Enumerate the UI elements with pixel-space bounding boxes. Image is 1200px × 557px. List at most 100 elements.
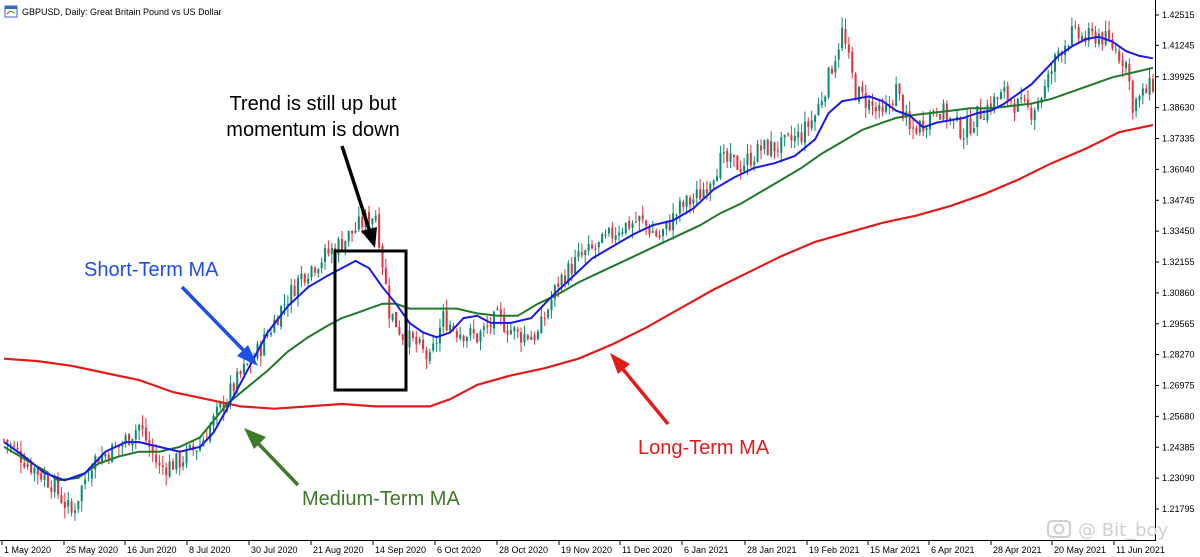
candle-body (1043, 85, 1046, 99)
candle (401, 333, 404, 346)
x-tick-label: 11 Dec 2020 (622, 545, 672, 555)
candle-body (895, 84, 898, 107)
candle-body (675, 214, 678, 216)
candle-body (830, 68, 833, 74)
candle-body (574, 257, 577, 273)
time-axis: 1 May 2020 25 May 2020 16 Jun 2020 8 Jul 20… (1, 541, 1165, 555)
candle-body (584, 250, 587, 256)
candle-body (520, 332, 523, 343)
candle-body (1067, 45, 1070, 47)
candle (638, 215, 641, 231)
candle (783, 134, 786, 147)
y-tick-label: 1.33450 (1162, 226, 1195, 236)
candle-body (442, 311, 445, 327)
candle-body (472, 329, 475, 334)
watermark: @ Bit_boy (1047, 520, 1169, 541)
candle (716, 168, 719, 182)
candle-body (144, 427, 147, 441)
candle (1101, 31, 1104, 51)
candle (107, 452, 110, 465)
candle-body (303, 274, 306, 283)
candle-body (803, 121, 806, 144)
candle (354, 222, 357, 234)
candle-body (327, 248, 330, 254)
candle-body (493, 311, 496, 329)
candle-body (165, 467, 168, 476)
short-term-ma-label: Short-Term MA (84, 259, 219, 281)
candle (607, 226, 610, 237)
candle (300, 265, 303, 288)
candle-body (570, 263, 573, 274)
candle-body (601, 233, 604, 244)
candle (239, 370, 242, 379)
candle-body (351, 230, 354, 234)
candle (661, 228, 664, 243)
candle (868, 95, 871, 114)
candle (455, 328, 458, 343)
candle (476, 332, 479, 344)
candle (699, 178, 702, 200)
candle-body (618, 232, 621, 236)
candle-body (219, 402, 222, 408)
candle-body (705, 189, 708, 194)
candle (773, 142, 776, 159)
candle-body (84, 479, 87, 485)
candle-body (1020, 97, 1023, 100)
candle (357, 206, 360, 232)
candle-body (384, 267, 387, 284)
candle-body (743, 165, 746, 171)
candle-body (482, 326, 485, 330)
candle-body (1148, 78, 1151, 95)
candle-body (422, 339, 425, 350)
candle-body (820, 101, 823, 106)
candle (60, 487, 63, 505)
x-tick-label: 28 Apr 2021 (993, 545, 1042, 555)
candle (128, 433, 131, 446)
candle-body (401, 334, 404, 340)
candle-body (398, 326, 401, 335)
candle (1030, 103, 1033, 126)
candle-body (263, 334, 266, 356)
candle (482, 322, 485, 337)
candle (195, 450, 198, 461)
camera-icon (1047, 520, 1071, 538)
candle (84, 473, 87, 490)
candle-body (695, 189, 698, 198)
candle (543, 311, 546, 326)
candle (560, 272, 563, 294)
candle (624, 222, 627, 236)
candle-body (891, 103, 894, 105)
candle (124, 432, 127, 448)
candle-body (901, 94, 904, 119)
candle-body (685, 195, 688, 207)
candle (827, 66, 830, 100)
candle-body (6, 439, 9, 445)
x-tick-label: 6 Oct 2020 (437, 545, 481, 555)
candle-body (313, 267, 316, 273)
candle (6, 439, 9, 454)
candle-body (23, 462, 26, 468)
candle (743, 157, 746, 174)
candle-body (560, 274, 563, 286)
x-tick-label: 8 Jul 2020 (189, 545, 231, 555)
candle-body (550, 299, 553, 311)
candle (891, 99, 894, 112)
x-tick-label: 1 May 2020 (4, 545, 51, 555)
candle (263, 328, 266, 357)
candle (955, 110, 959, 123)
y-tick-label: 1.39925 (1162, 72, 1195, 82)
candle (810, 110, 813, 131)
candle-body (435, 342, 438, 344)
candle (908, 101, 911, 135)
candle-body (1047, 73, 1050, 88)
candle-body (726, 150, 729, 162)
candle (820, 91, 823, 109)
candle-body (530, 336, 533, 340)
candle-body (371, 218, 374, 225)
candle-body (1050, 71, 1053, 74)
candle-body (665, 220, 668, 230)
candle (989, 95, 992, 115)
candle (736, 154, 739, 171)
candle (459, 327, 462, 341)
